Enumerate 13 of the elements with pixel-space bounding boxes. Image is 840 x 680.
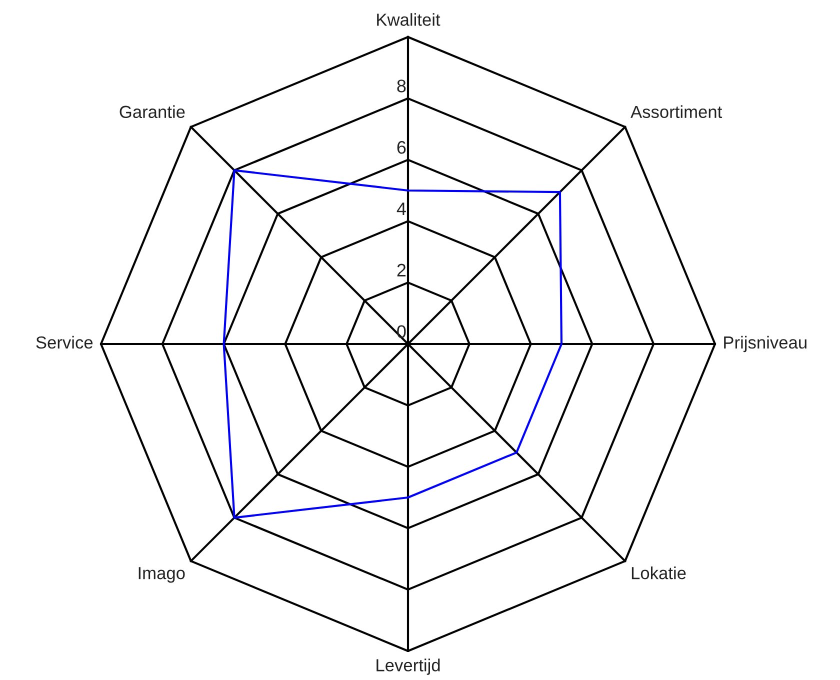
spoke-label: Prijsniveau (724, 336, 806, 352)
y-tick-label: 6 (397, 140, 406, 154)
spoke-label: Levertijd (376, 658, 440, 675)
spoke-label: Service (36, 336, 93, 349)
y-tick-label: 2 (397, 264, 406, 276)
y-tick-label: 4 (396, 202, 406, 215)
spoke-label: Lokatie (632, 566, 686, 580)
y-tick-label: 0 (397, 325, 406, 338)
spoke-label: Imago (138, 567, 185, 583)
spoke-label: Kwaliteit (377, 13, 440, 26)
spoke-label: Assortiment (630, 105, 722, 118)
y-tick-label: 8 (397, 80, 406, 92)
spoke-label: Garantie (120, 105, 185, 118)
